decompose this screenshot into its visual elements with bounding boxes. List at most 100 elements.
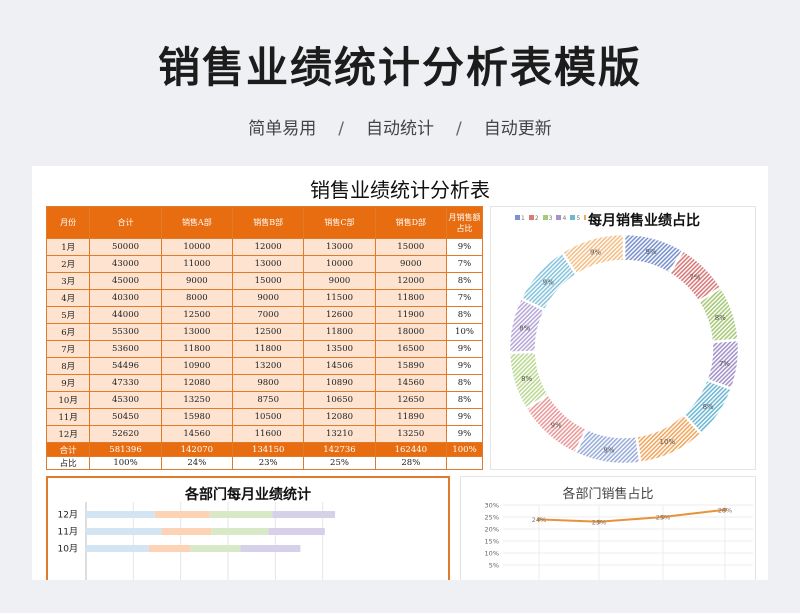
bar-chart-title: 各部门每月业绩统计 xyxy=(185,487,311,503)
table-cell: 10000 xyxy=(160,238,234,256)
line-data-label: 28% xyxy=(718,506,732,514)
table-cell: 581396 xyxy=(89,442,162,457)
table-cell: 15890 xyxy=(374,357,448,375)
table-cell: 100% xyxy=(446,442,483,457)
table-cell: 15980 xyxy=(160,408,234,426)
legend-swatch xyxy=(528,215,534,220)
table-cell: 13250 xyxy=(160,391,234,409)
legend-label: 2 xyxy=(534,215,539,222)
bar-segment xyxy=(154,511,210,518)
bar-segment xyxy=(209,511,273,518)
table-cell: 52620 xyxy=(89,425,162,443)
bar-category-label: 11月 xyxy=(58,527,78,538)
table-header-row: 月份 合计 销售A部 销售B部 销售C部 销售D部 月销售额占比 xyxy=(45,206,483,239)
sales-table: 月份 合计 销售A部 销售B部 销售C部 销售D部 月销售额占比 1月 50000 10000 1… xyxy=(45,206,483,470)
table-cell: 8% xyxy=(446,391,483,409)
table-cell: 占比 xyxy=(45,456,91,470)
department-share-line-chart: 各部门销售占比 30% 25% 20% 15% 10% 5% 24% 23% 25% 28% xyxy=(460,476,756,580)
bar-segment xyxy=(240,545,301,552)
table-cell: 6月 xyxy=(45,323,91,341)
table-cell: 23% xyxy=(231,456,305,470)
table-cell: 9月 xyxy=(45,374,91,392)
donut-data-label: 9% xyxy=(646,248,657,256)
line-series xyxy=(538,508,726,523)
table-row: 9月 47330 12080 9800 10890 14560 8% xyxy=(45,374,483,392)
table-cell: 11890 xyxy=(374,408,448,426)
table-cell: 9% xyxy=(446,357,483,375)
table-cell: 13000 xyxy=(303,238,376,256)
table-cell: 1月 xyxy=(45,238,91,256)
table-cell: 9000 xyxy=(160,272,234,290)
tag-auto-stat: 自动统计 xyxy=(366,119,434,139)
table-cell: 11000 xyxy=(160,255,234,273)
y-tick-label: 25% xyxy=(485,514,499,522)
table-cell: 4月 xyxy=(45,289,91,307)
table-cell: 16500 xyxy=(374,340,448,358)
donut-data-label: 7% xyxy=(689,273,700,281)
spreadsheet-preview: 销售业绩统计分析表 月份 合计 销售A部 销售B部 销售C部 销售D部 月销售额占比 1月 5… xyxy=(32,166,768,580)
table-row: 6月 55300 13000 12500 11800 18000 10% xyxy=(45,323,483,341)
table-cell: 40300 xyxy=(89,289,162,307)
line-point xyxy=(597,519,601,524)
table-cell: 25% xyxy=(303,456,376,470)
table-cell: 10900 xyxy=(160,357,234,375)
table-cell: 28% xyxy=(374,456,448,470)
table-cell: 11月 xyxy=(45,408,91,426)
table-cell: 54496 xyxy=(89,357,162,375)
line-point xyxy=(537,517,541,522)
table-cell: 18000 xyxy=(374,323,448,341)
tag-separator: / xyxy=(338,119,344,139)
table-cell: 13000 xyxy=(231,255,305,273)
table-cell: 8000 xyxy=(160,289,234,307)
table-cell: 7% xyxy=(446,255,483,273)
page-title: 销售业绩统计分析表模版 xyxy=(157,43,642,92)
bar-segment xyxy=(272,511,336,518)
table-row: 2月 43000 11000 13000 10000 9000 7% xyxy=(45,255,483,273)
table-cell: 11800 xyxy=(160,340,234,358)
table-cell: 162440 xyxy=(374,442,448,457)
table-cell: 10月 xyxy=(45,391,91,409)
legend-swatch xyxy=(542,215,548,220)
table-cell: 45300 xyxy=(89,391,162,409)
table-cell: 9% xyxy=(446,238,483,256)
table-cell xyxy=(446,456,483,470)
y-tick-label: 30% xyxy=(485,502,499,510)
table-cell: 9000 xyxy=(374,255,448,273)
donut-data-label: 9% xyxy=(551,421,562,429)
legend-label: 5 xyxy=(576,215,581,222)
bar-segment xyxy=(161,528,212,535)
tag-auto-update: 自动更新 xyxy=(483,119,552,139)
table-cell: 7月 xyxy=(45,340,91,358)
feature-tags: 简单易用 / 自动统计 / 自动更新 xyxy=(0,114,800,139)
column-header: 销售D部 xyxy=(374,206,448,239)
table-cell: 12000 xyxy=(231,238,305,256)
donut-data-label: 10% xyxy=(659,438,675,446)
table-cell: 7000 xyxy=(231,306,305,324)
bar-segment xyxy=(86,545,149,552)
table-cell: 13500 xyxy=(303,340,376,358)
legend-swatch xyxy=(556,215,562,220)
table-cell: 15000 xyxy=(374,238,448,256)
table-cell: 11500 xyxy=(303,289,376,307)
table-cell: 50000 xyxy=(89,238,162,256)
line-chart-title: 各部门销售占比 xyxy=(562,487,654,502)
table-cell: 11800 xyxy=(231,340,305,358)
table-cell: 8% xyxy=(446,272,483,290)
legend-label: 4 xyxy=(562,215,567,222)
column-header: 合计 xyxy=(89,206,162,239)
table-cell: 12500 xyxy=(231,323,305,341)
line-svg: 30% 25% 20% 15% 10% 5% 24% 23% 25% 28% xyxy=(485,502,753,580)
table-cell: 53600 xyxy=(89,340,162,358)
table-cell: 134150 xyxy=(231,442,305,457)
table-cell: 12600 xyxy=(303,306,376,324)
table-cell: 10500 xyxy=(231,408,305,426)
table-cell: 8% xyxy=(446,306,483,324)
y-tick-label: 20% xyxy=(485,526,499,534)
tag-easy: 简单易用 xyxy=(248,119,317,139)
column-header: 月份 xyxy=(45,206,91,239)
legend-swatch xyxy=(570,215,576,220)
bar-segment xyxy=(86,528,162,535)
column-header: 销售B部 xyxy=(231,206,305,239)
table-cell: 合计 xyxy=(45,442,91,457)
department-monthly-bar-chart: 各部门每月业绩统计 12月 11月 10月 xyxy=(46,476,450,580)
